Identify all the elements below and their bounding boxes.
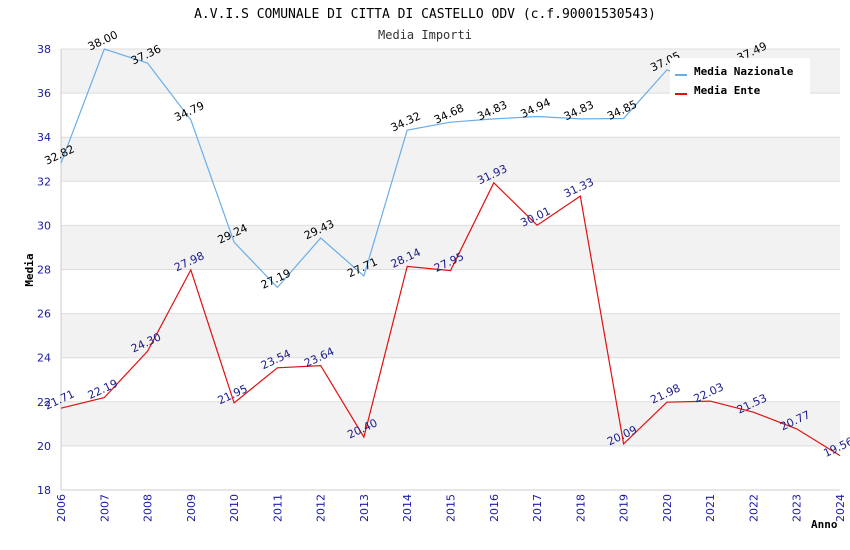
y-tick-label: 22 bbox=[37, 396, 51, 409]
x-axis-label: Anno bbox=[811, 518, 838, 531]
series-lines bbox=[60, 48, 841, 457]
series-line bbox=[60, 48, 754, 289]
x-tick-label: 2020 bbox=[661, 494, 674, 522]
grid-band bbox=[61, 225, 840, 270]
x-tick-label: 2021 bbox=[704, 494, 717, 522]
chart-title: A.V.I.S COMUNALE DI CITTA DI CASTELLO OD… bbox=[194, 7, 656, 22]
grid-band bbox=[61, 93, 840, 138]
y-axis-ticks: 18 20 22 24 26 28 30 32 34 36 38 bbox=[37, 43, 51, 497]
y-axis-label: Media bbox=[23, 253, 36, 286]
y-tick-label: 20 bbox=[37, 440, 51, 453]
x-tick-label: 2024 bbox=[834, 494, 847, 522]
x-tick-label: 2019 bbox=[618, 494, 631, 522]
x-tick-label: 2007 bbox=[98, 494, 111, 522]
legend-entry: Media Ente bbox=[694, 84, 761, 97]
grid-band bbox=[61, 313, 840, 358]
x-tick-label: 2023 bbox=[791, 494, 804, 522]
x-tick-label: 2018 bbox=[574, 494, 587, 522]
x-tick-label: 2022 bbox=[747, 494, 760, 522]
y-tick-label: 36 bbox=[37, 87, 51, 100]
x-axis-ticks: 2006 2007 2008 2009 2010 2011 2012 2013 2014 2015… bbox=[55, 494, 847, 522]
series-line bbox=[60, 181, 841, 457]
x-tick-label: 2009 bbox=[185, 494, 198, 522]
y-tick-label: 38 bbox=[37, 43, 51, 56]
chart-subtitle: Media Importi bbox=[378, 28, 472, 42]
grid-band bbox=[61, 445, 840, 490]
grid-band bbox=[61, 137, 840, 182]
y-tick-label: 34 bbox=[37, 131, 51, 144]
x-tick-label: 2008 bbox=[142, 494, 155, 522]
x-tick-label: 2017 bbox=[531, 494, 544, 522]
grid-bands bbox=[60, 48, 840, 491]
legend-entry: Media Nazionale bbox=[694, 65, 794, 78]
grid-band bbox=[61, 269, 840, 314]
x-tick-label: 2012 bbox=[315, 494, 328, 522]
x-tick-label: 2006 bbox=[55, 494, 68, 522]
x-tick-label: 2013 bbox=[358, 494, 371, 522]
y-tick-label: 32 bbox=[37, 175, 51, 188]
x-tick-label: 2014 bbox=[401, 494, 414, 522]
x-tick-label: 2016 bbox=[488, 494, 501, 522]
x-tick-label: 2015 bbox=[445, 494, 458, 522]
legend-box bbox=[670, 58, 810, 100]
grid-band bbox=[61, 357, 840, 402]
grid-band bbox=[61, 401, 840, 446]
y-tick-label: 26 bbox=[37, 308, 51, 321]
y-tick-label: 24 bbox=[37, 352, 51, 365]
x-tick-label: 2011 bbox=[271, 494, 284, 522]
y-tick-label: 30 bbox=[37, 219, 51, 232]
y-tick-label: 28 bbox=[37, 264, 51, 277]
y-tick-label: 18 bbox=[37, 484, 51, 497]
grid-band bbox=[61, 181, 840, 226]
x-tick-label: 2010 bbox=[228, 494, 241, 522]
legend: Media Nazionale Media Ente bbox=[670, 58, 810, 100]
